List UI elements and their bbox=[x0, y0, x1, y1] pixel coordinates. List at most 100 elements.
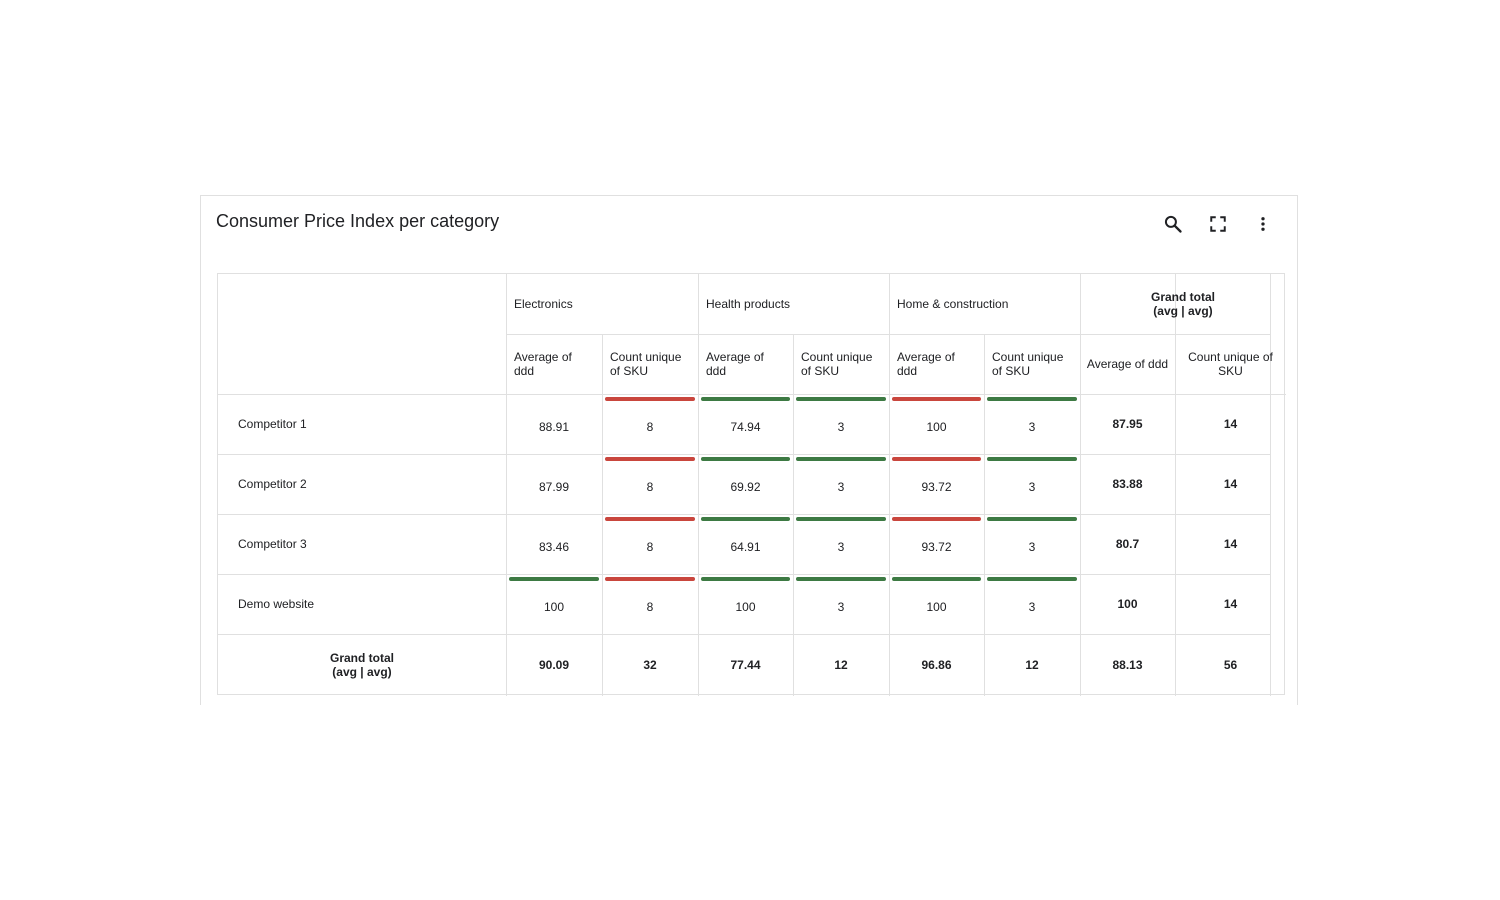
measure-header-gt-count-label-line2: SKU bbox=[1218, 364, 1243, 378]
grid-line bbox=[602, 334, 603, 696]
grand-total-cell-value: 14 bbox=[1223, 417, 1238, 431]
table-cell[interactable]: 100 bbox=[506, 574, 602, 634]
table-cell[interactable]: 3 bbox=[793, 394, 889, 454]
grand-total-cell-value: 14 bbox=[1223, 477, 1238, 491]
table-cell[interactable]: 83.46 bbox=[506, 514, 602, 574]
table-cell[interactable]: 3 bbox=[793, 454, 889, 514]
table-cell[interactable]: 3 bbox=[793, 514, 889, 574]
grand-total-cell-value: 14 bbox=[1223, 597, 1238, 611]
grand-total-row-cell[interactable]: 12 bbox=[793, 634, 889, 696]
table-cell[interactable]: 64.91 bbox=[698, 514, 793, 574]
grand-total-header-label: Grand total (avg | avg) bbox=[1151, 290, 1215, 318]
row-label-text: Competitor 3 bbox=[238, 537, 307, 551]
status-bar-green bbox=[796, 517, 886, 521]
measure-header-count: Count unique of SKU bbox=[602, 334, 698, 394]
table-cell-value: 3 bbox=[837, 480, 845, 494]
grid-line bbox=[698, 274, 699, 696]
table-cell[interactable]: 3 bbox=[984, 454, 1080, 514]
table-cell[interactable]: 8 bbox=[602, 454, 698, 514]
table-cell[interactable]: 100 bbox=[889, 574, 984, 634]
table-cell[interactable]: 3 bbox=[984, 574, 1080, 634]
measure-header-average-label-line2: ddd bbox=[897, 364, 918, 378]
row-label[interactable]: Competitor 1 bbox=[218, 394, 506, 454]
grand-total-row-value: 32 bbox=[643, 658, 657, 672]
grand-total-cell[interactable]: 14 bbox=[1175, 574, 1286, 634]
category-header-label: Home & construction bbox=[897, 297, 1009, 311]
category-header: Electronics bbox=[506, 274, 698, 334]
table-cell[interactable]: 3 bbox=[793, 574, 889, 634]
row-label[interactable]: Competitor 2 bbox=[218, 454, 506, 514]
grand-total-row-cell[interactable]: 90.09 bbox=[506, 634, 602, 696]
table-cell[interactable]: 69.92 bbox=[698, 454, 793, 514]
grand-total-row-cell[interactable]: 88.13 bbox=[1080, 634, 1175, 696]
status-bar-green bbox=[892, 577, 981, 581]
grand-total-cell[interactable]: 87.95 bbox=[1080, 394, 1175, 454]
row-label[interactable]: Demo website bbox=[218, 574, 506, 634]
measure-header-gt-count-label-line1: Count unique of bbox=[1188, 350, 1273, 364]
grid-line bbox=[218, 574, 1270, 575]
grid-line bbox=[506, 334, 1270, 335]
status-bar-green bbox=[796, 457, 886, 461]
table-cell[interactable]: 3 bbox=[984, 514, 1080, 574]
status-bar-red bbox=[605, 517, 695, 521]
table-cell[interactable]: 87.99 bbox=[506, 454, 602, 514]
status-bar-green bbox=[796, 397, 886, 401]
measure-header-count-label: Count unique of SKU bbox=[610, 350, 681, 378]
grand-total-cell[interactable]: 100 bbox=[1080, 574, 1175, 634]
grand-total-cell[interactable]: 83.88 bbox=[1080, 454, 1175, 514]
search-button[interactable] bbox=[1150, 210, 1195, 238]
grand-total-row-cell[interactable]: 56 bbox=[1175, 634, 1286, 696]
status-bar-green bbox=[701, 397, 790, 401]
grand-total-row-value: 12 bbox=[834, 658, 848, 672]
table-cell[interactable]: 8 bbox=[602, 574, 698, 634]
grid-line bbox=[218, 394, 1286, 395]
row-label[interactable]: Competitor 3 bbox=[218, 514, 506, 574]
grand-total-row-cell[interactable]: 12 bbox=[984, 634, 1080, 696]
fullscreen-button[interactable] bbox=[1195, 210, 1240, 238]
table-cell[interactable]: 8 bbox=[602, 514, 698, 574]
measure-header-count-label-line2: of SKU bbox=[801, 364, 840, 378]
grand-total-row-value: 88.13 bbox=[1112, 658, 1143, 672]
table-cell-value: 87.99 bbox=[538, 480, 570, 494]
widget-title: Consumer Price Index per category bbox=[216, 211, 500, 231]
measure-header-average-label-line1: Average of bbox=[897, 350, 955, 364]
table-cell-value: 93.72 bbox=[921, 480, 952, 494]
grand-total-header-label-line2: (avg | avg) bbox=[1153, 304, 1213, 318]
measure-header-count: Count unique of SKU bbox=[793, 334, 889, 394]
table-cell-value: 8 bbox=[646, 600, 654, 614]
table-cell[interactable]: 100 bbox=[889, 394, 984, 454]
table-cell-value: 64.91 bbox=[730, 540, 761, 554]
grand-total-row-cell[interactable]: 77.44 bbox=[698, 634, 793, 696]
grand-total-cell[interactable]: 14 bbox=[1175, 454, 1286, 514]
measure-header-average: Average of ddd bbox=[698, 334, 793, 394]
table-cell[interactable]: 93.72 bbox=[889, 514, 984, 574]
measure-header-average-label: Average of ddd bbox=[706, 350, 764, 378]
grand-total-row-cell[interactable]: 32 bbox=[602, 634, 698, 696]
table-cell-value: 8 bbox=[646, 540, 654, 554]
table-cell[interactable]: 100 bbox=[698, 574, 793, 634]
grand-total-row-label: Grand total (avg | avg) bbox=[218, 634, 506, 696]
table-cell[interactable]: 74.94 bbox=[698, 394, 793, 454]
measure-header-average-label-line1: Average of bbox=[706, 350, 764, 364]
status-bar-green bbox=[987, 457, 1077, 461]
category-header-label: Electronics bbox=[514, 297, 573, 311]
measure-header-count-label-line1: Count unique bbox=[610, 350, 682, 364]
row-label-text: Competitor 1 bbox=[238, 417, 307, 431]
measure-header-average: Average of ddd bbox=[506, 334, 602, 394]
grand-total-header-label-line1: Grand total bbox=[1150, 290, 1215, 304]
table-cell-value: 74.94 bbox=[730, 420, 761, 434]
grand-total-row-cell[interactable]: 96.86 bbox=[889, 634, 984, 696]
table-cell[interactable]: 93.72 bbox=[889, 454, 984, 514]
grand-total-cell[interactable]: 80.7 bbox=[1080, 514, 1175, 574]
grand-total-cell[interactable]: 14 bbox=[1175, 394, 1286, 454]
table-cell[interactable]: 8 bbox=[602, 394, 698, 454]
more-options-button[interactable] bbox=[1240, 210, 1285, 238]
measure-header-count-label-line2: of SKU bbox=[610, 364, 649, 378]
grand-total-cell-value: 87.95 bbox=[1112, 417, 1143, 431]
table-cell[interactable]: 3 bbox=[984, 394, 1080, 454]
table-cell[interactable]: 88.91 bbox=[506, 394, 602, 454]
table-cell-value: 93.72 bbox=[921, 540, 952, 554]
grand-total-cell[interactable]: 14 bbox=[1175, 514, 1286, 574]
table-cell-value: 3 bbox=[1028, 420, 1036, 434]
status-bar-green bbox=[701, 577, 790, 581]
